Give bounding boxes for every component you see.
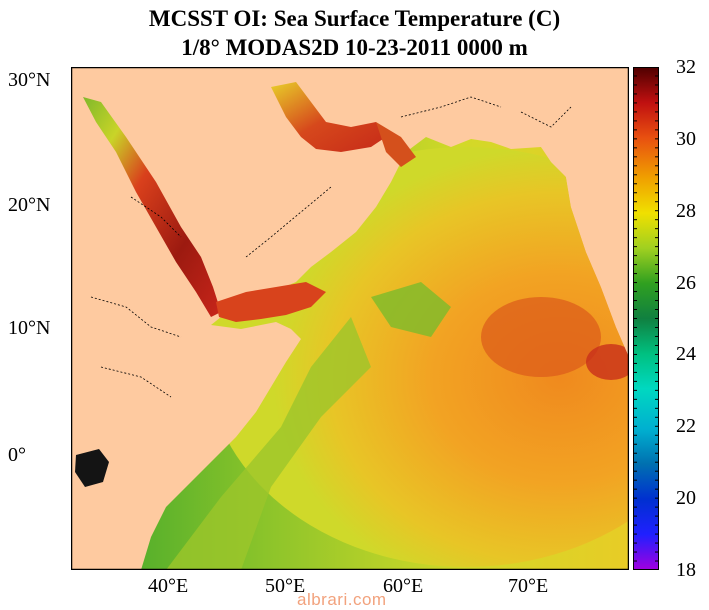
persian-gulf bbox=[271, 82, 386, 152]
colorbar-tick-label: 18 bbox=[676, 559, 696, 581]
colorbar-tick-label: 20 bbox=[676, 487, 696, 510]
lat-tick-label: 10°N bbox=[8, 317, 51, 339]
lat-tick-label: 0° bbox=[8, 444, 26, 466]
hot-spot-india bbox=[586, 344, 629, 380]
hot-spot-east bbox=[481, 297, 601, 377]
lon-tick-label: 50°E bbox=[265, 575, 306, 597]
map-title: MCSST OI: Sea Surface Temperature (C) bbox=[148, 6, 561, 31]
red-sea bbox=[83, 97, 221, 317]
lon-tick-label: 60°E bbox=[383, 575, 424, 597]
sst-map bbox=[71, 67, 629, 570]
map-subtitle: 1/8° MODAS2D 10-23-2011 0000 m bbox=[181, 35, 528, 60]
gulf-of-aden bbox=[216, 282, 326, 322]
lat-tick-label: 20°N bbox=[8, 194, 51, 216]
lon-tick-label: 40°E bbox=[148, 575, 189, 597]
map-frame bbox=[71, 67, 629, 570]
colorbar-tick-label: 32 bbox=[676, 56, 696, 78]
watermark: albrari.com bbox=[297, 590, 387, 609]
colorbar bbox=[633, 67, 659, 570]
somali-upwelling bbox=[166, 317, 371, 570]
lon-tick-label: 70°E bbox=[508, 575, 549, 597]
colorbar-tick-label: 24 bbox=[676, 343, 696, 366]
colorbar-tick-label: 26 bbox=[676, 271, 696, 294]
borders bbox=[90, 96, 572, 398]
lat-tick-label: 30°N bbox=[8, 69, 51, 91]
colorbar-tick-label: 30 bbox=[676, 127, 696, 150]
land-africa-arabia bbox=[71, 67, 629, 570]
land-india bbox=[541, 67, 629, 357]
green-patch bbox=[371, 282, 451, 337]
colorbar-tick-label: 28 bbox=[676, 199, 696, 222]
colorbar-tick-label: 22 bbox=[676, 415, 696, 438]
gulf-of-oman bbox=[376, 122, 416, 167]
lake-victoria bbox=[75, 449, 109, 487]
